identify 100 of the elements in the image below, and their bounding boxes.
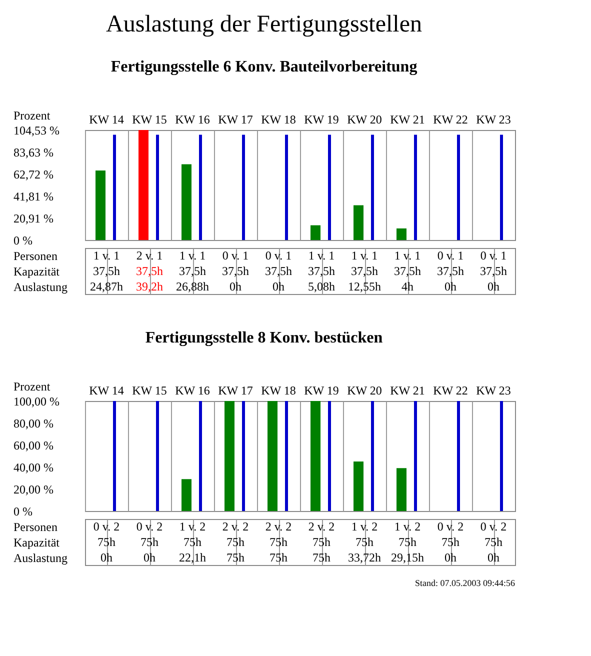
text: 0 v. 2 — [480, 520, 507, 534]
text: 0 v. 1 — [480, 248, 507, 263]
text: 75h — [98, 535, 116, 549]
text: 0 v. 1 — [437, 248, 464, 263]
text: 75h — [356, 535, 374, 549]
x-tick-label: KW 22 — [433, 384, 468, 398]
x-tick-label: KW 20 — [347, 384, 382, 398]
text: 1 v. 2 — [351, 520, 378, 534]
x-tick-label: KW 21 — [390, 112, 425, 126]
text: 75h — [184, 535, 202, 549]
y-tick-label: 104,53 % — [14, 124, 60, 138]
bar — [224, 401, 234, 511]
text: 37,5h — [437, 264, 464, 278]
text: 1 v. 2 — [179, 520, 206, 534]
text: Kapazität — [14, 264, 60, 278]
text: 37,5h — [394, 264, 421, 278]
bar — [371, 134, 374, 240]
text: 75h — [398, 535, 416, 549]
y-tick-label: 80,00 % — [14, 416, 54, 430]
text: 33,72h — [348, 550, 381, 564]
bar — [199, 134, 202, 240]
x-tick-label: KW 15 — [132, 112, 167, 126]
text: Kapazität — [14, 536, 60, 550]
text: 75h — [226, 535, 244, 549]
text: 37,5h — [136, 264, 163, 278]
x-tick-label: KW 18 — [261, 112, 296, 126]
x-tick-label: KW 14 — [89, 384, 124, 398]
text: 1 v. 1 — [179, 248, 206, 263]
text: 75h — [442, 535, 460, 549]
x-tick-label: KW 16 — [175, 112, 210, 126]
bar — [285, 134, 288, 240]
bar — [156, 401, 159, 511]
y-tick-label: 0 % — [14, 504, 32, 518]
text: 75h — [484, 535, 502, 549]
chart-subtitle: Fertigungsstelle 6 Konv. Bauteilvorbereitung — [110, 58, 418, 76]
bar — [310, 225, 320, 240]
x-tick-label: KW 15 — [132, 384, 167, 398]
y-axis-title: Prozent — [14, 108, 51, 122]
text: 0 v. 1 — [265, 248, 292, 263]
text: 37,5h — [351, 264, 378, 278]
text: 37,5h — [265, 264, 292, 278]
bar — [354, 205, 364, 240]
bar — [328, 134, 331, 240]
bar — [113, 401, 116, 511]
x-tick-label: KW 21 — [390, 384, 425, 398]
text: 39,2h — [136, 279, 163, 294]
bar — [457, 401, 460, 511]
bar — [310, 401, 320, 511]
bar — [285, 401, 288, 511]
text: 12,55h — [348, 279, 381, 294]
bar — [242, 134, 245, 240]
text: 1 v. 1 — [394, 248, 421, 263]
text: 0h — [100, 550, 112, 564]
text: 75h — [270, 535, 288, 549]
text: 0 v. 2 — [136, 520, 163, 534]
bar — [414, 401, 417, 511]
x-tick-label: KW 19 — [304, 384, 339, 398]
bar — [199, 401, 202, 511]
x-tick-label: KW 17 — [218, 112, 253, 126]
text: 26,88h — [176, 279, 209, 294]
text: 5,08h — [308, 279, 335, 294]
bar — [268, 401, 278, 511]
text: 22,1h — [179, 550, 206, 564]
bar — [500, 134, 503, 240]
text: 37,5h — [308, 264, 335, 278]
bar — [371, 401, 374, 511]
text: 2 v. 2 — [265, 520, 292, 534]
text: 1 v. 2 — [394, 520, 421, 534]
text: 2 v. 1 — [136, 248, 163, 263]
text: 0 v. 1 — [222, 248, 249, 263]
x-tick-label: KW 14 — [89, 112, 124, 126]
text: 0h — [230, 279, 242, 294]
bar — [396, 228, 406, 240]
y-tick-label: 41,81 % — [14, 190, 54, 204]
text: 0 v. 2 — [93, 520, 120, 534]
y-tick-label: 20,00 % — [14, 482, 54, 496]
x-tick-label: KW 17 — [218, 384, 253, 398]
x-tick-label: KW 23 — [476, 112, 511, 126]
text: 1 v. 1 — [308, 248, 335, 263]
y-axis-title: Prozent — [14, 380, 51, 394]
text: 0h — [488, 550, 500, 564]
text: Stand: 07.05.2003 09:44:56 — [414, 578, 516, 588]
text: 37,5h — [222, 264, 249, 278]
text: 75h — [312, 550, 330, 564]
text: 75h — [226, 550, 244, 564]
text: 75h — [270, 550, 288, 564]
text: 0 v. 2 — [437, 520, 464, 534]
chart-title: Fertigungsstelle 8 Konv. bestücken — [145, 330, 383, 346]
text: 0h — [144, 550, 156, 564]
text: 75h — [140, 535, 158, 549]
y-tick-label: 83,63 % — [14, 145, 54, 160]
text: Auslastung — [14, 280, 68, 294]
bar — [414, 134, 417, 240]
text: 0h — [444, 279, 456, 294]
text: 1 v. 1 — [351, 248, 378, 263]
text: Personen — [14, 249, 58, 264]
chart-title: Auslastung der Fertigungsstellen — [106, 12, 422, 38]
y-tick-label: 0 % — [14, 234, 32, 248]
bar — [138, 130, 148, 240]
text: 0h — [272, 279, 284, 294]
